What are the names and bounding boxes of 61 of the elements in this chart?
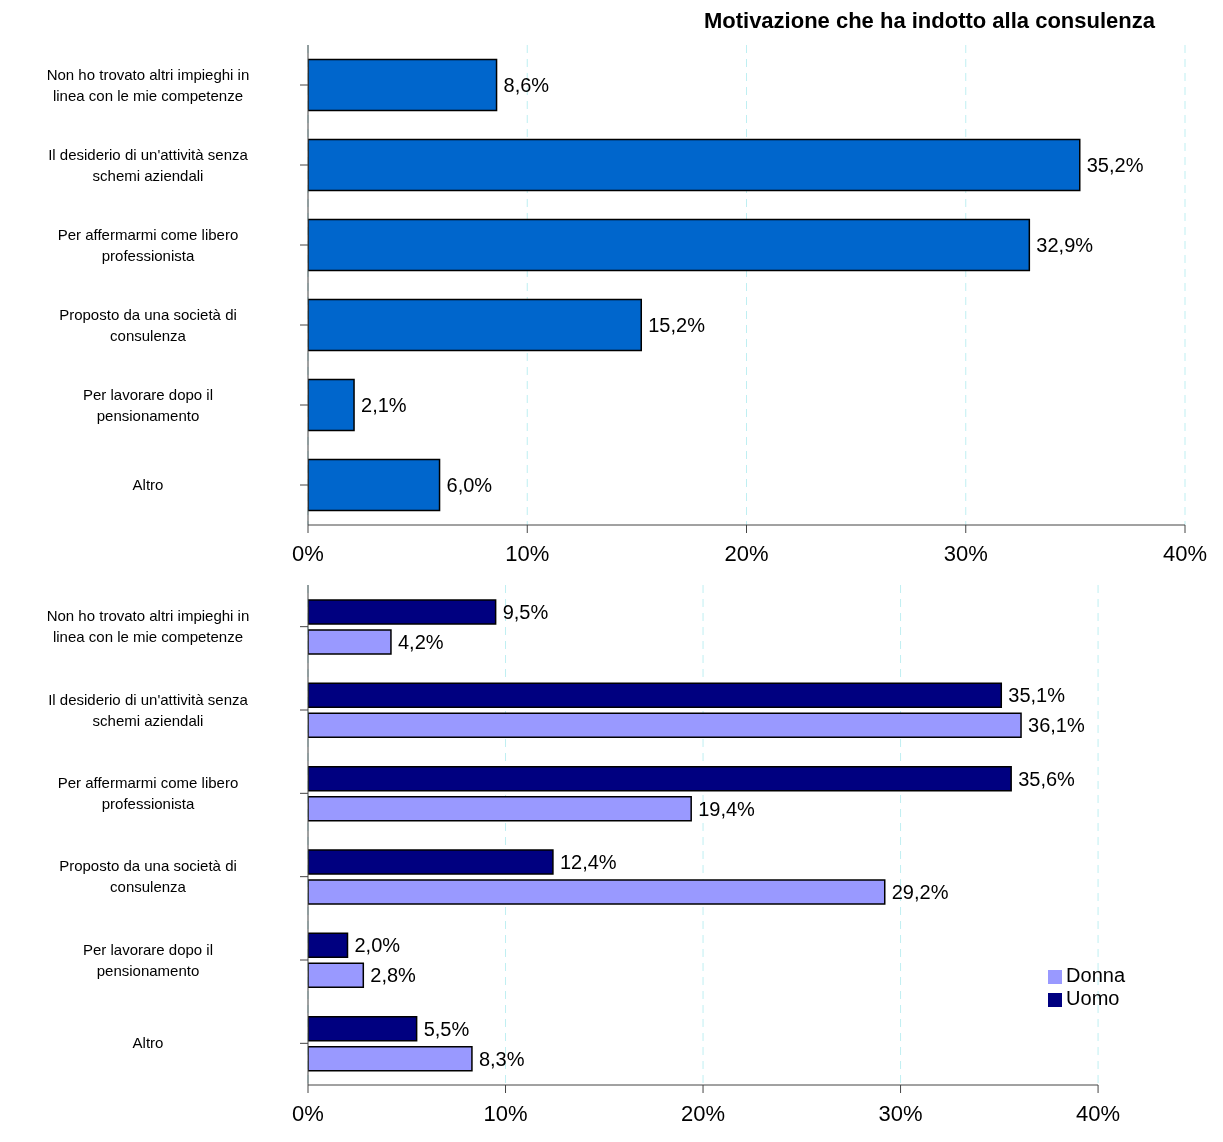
bar [308,795,692,822]
data-label: 5,5% [423,1017,470,1040]
legend-label: Donna [1066,964,1125,986]
bar [308,1045,473,1072]
x-tick-label: 20% [681,1100,726,1126]
bar [308,378,355,432]
x-tick-label: 20% [724,540,769,566]
x-tick-label: 10% [483,1100,528,1126]
y-tick-label: Altro [132,1034,164,1052]
x-tick-label: 10% [505,540,550,566]
y-tick-label: Per lavorare dopo il pensionamento [82,385,214,424]
y-tick-label: Il desiderio di un'attività senza schemi aziendali [48,145,249,184]
data-label: 8,3% [478,1047,525,1070]
bar [308,712,1022,739]
data-label: 29,2% [891,881,949,903]
bar [308,458,441,512]
bar [308,962,365,989]
data-label: 35,1% [1008,684,1066,707]
y-tick-label: Per affermarmi come libero professionista [57,225,239,264]
x-tick-label: 40% [1076,1100,1121,1126]
data-label: 35,6% [1018,767,1076,790]
legend-label: Uomo [1066,987,1120,1009]
data-label: 12,4% [559,851,617,873]
bar [308,138,1081,192]
bar [308,629,392,655]
x-tick-label: 30% [878,1100,923,1126]
x-tick-label: 0% [292,1100,324,1126]
bar [308,1015,418,1042]
bar [308,682,1003,709]
bar [308,58,498,112]
bar [308,765,1012,792]
data-label: 4,2% [397,631,444,653]
data-label: 6,0% [446,473,493,496]
y-tick-label: Altro [132,476,164,493]
bar [308,218,1031,272]
data-label: 9,5% [502,601,549,623]
data-label: 2,8% [370,964,417,987]
x-tick-label: 30% [943,540,988,566]
data-label: 32,9% [1036,233,1094,256]
data-label: 19,4% [698,797,756,820]
data-label: 2,1% [361,393,407,416]
data-label: 15,2% [648,313,706,336]
chart-title: Motivazione che ha indotto alla consulenza [702,8,1156,35]
y-tick-label: Proposto da una società di consulenza [59,857,237,896]
x-tick-label: 40% [1162,540,1208,566]
y-tick-label: Non ho trovato altri impieghi in linea con le mie competenze [46,65,250,104]
bar [308,298,643,352]
data-label: 35,2% [1086,153,1144,176]
x-tick-label: 0% [292,540,324,566]
y-tick-label: Per affermarmi come libero professionista [57,773,239,812]
bar [308,849,554,875]
bar [308,879,886,905]
bar [308,599,497,625]
y-tick-label: Non ho trovato altri impieghi in linea con le mie competenze [46,607,250,646]
data-label: 2,0% [354,934,401,957]
y-tick-label: Proposto da una società di consulenza [59,305,237,344]
y-tick-label: Il desiderio di un'attività senza schemi aziendali [48,690,249,729]
data-label: 8,6% [503,73,550,96]
data-label: 36,1% [1028,714,1085,737]
y-tick-label: Per lavorare dopo il pensionamento [82,940,214,979]
bar [308,932,349,959]
